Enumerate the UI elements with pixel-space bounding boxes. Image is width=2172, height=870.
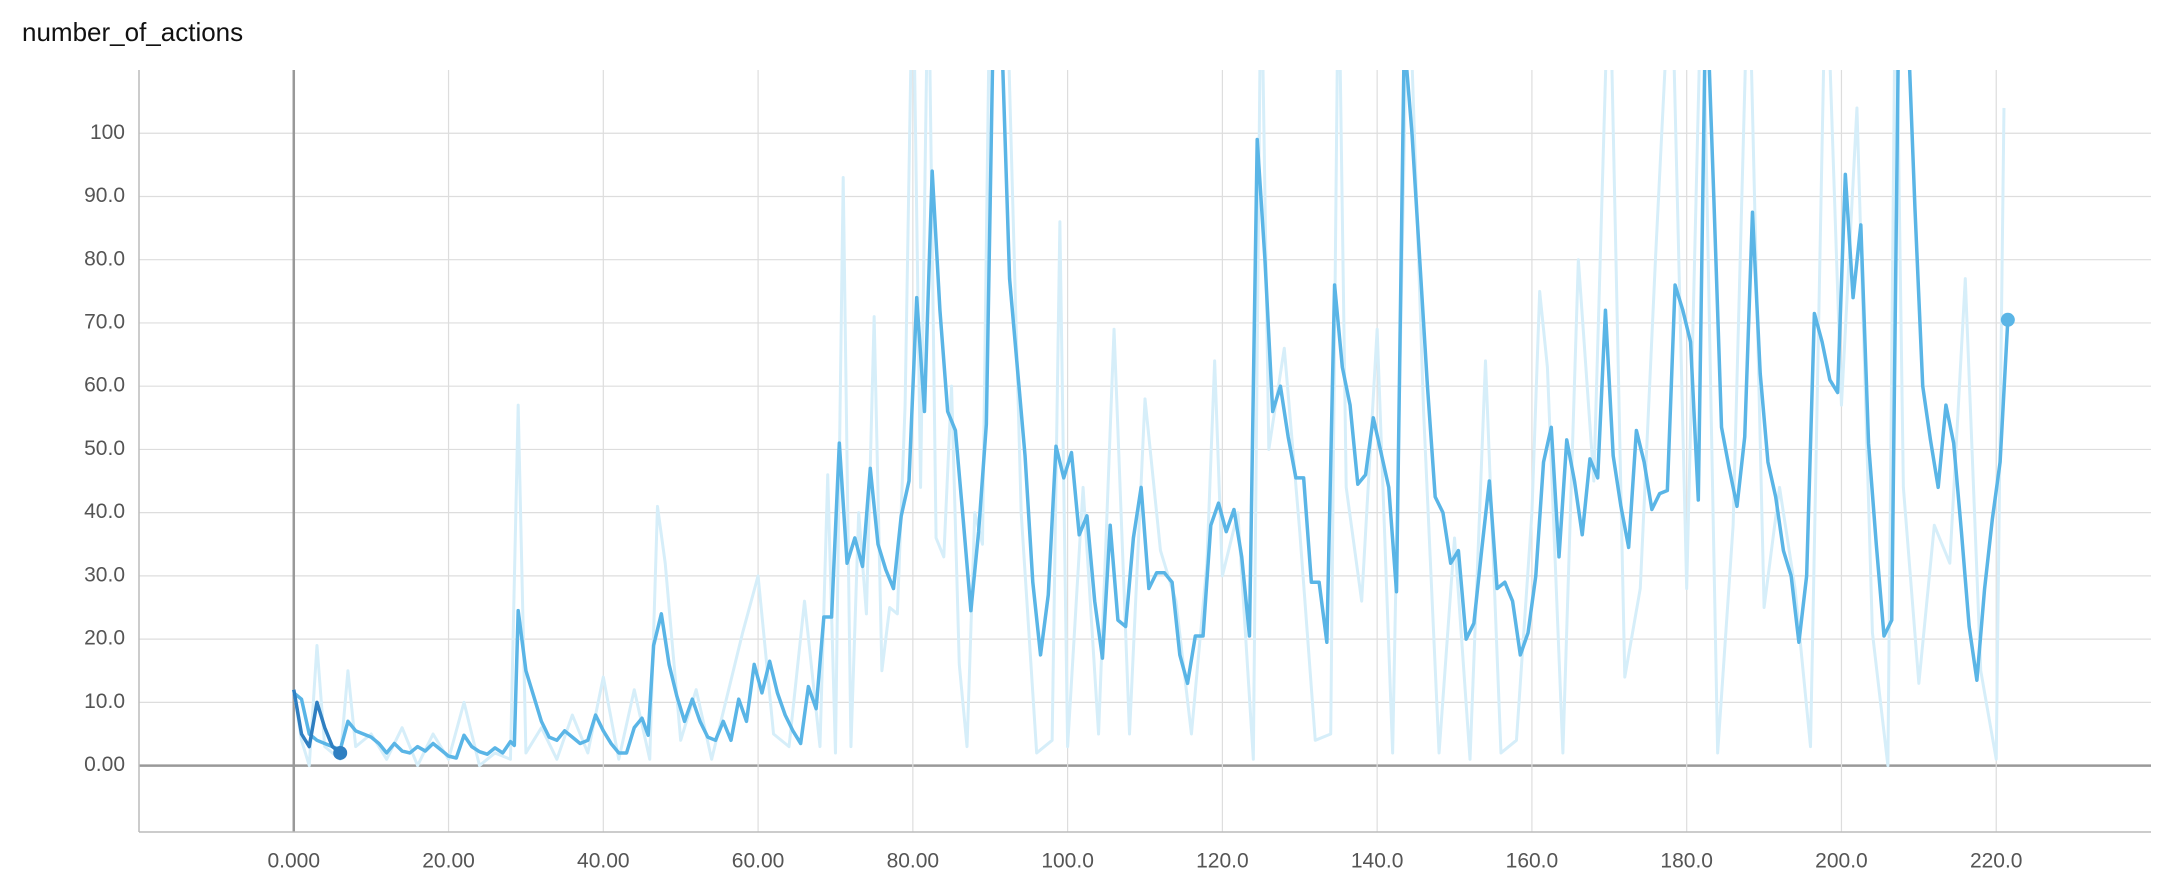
x-tick-label: 200.0 bbox=[1815, 850, 1868, 870]
grid bbox=[139, 70, 2151, 832]
series-line bbox=[292, 70, 2006, 768]
x-tick-label: 80.00 bbox=[887, 850, 940, 870]
series-line bbox=[292, 70, 2010, 760]
y-tick-label: 0.00 bbox=[84, 753, 125, 776]
series-line bbox=[292, 689, 342, 755]
x-tick-label: 0.000 bbox=[267, 850, 320, 870]
y-tick-label: 70.0 bbox=[84, 310, 125, 333]
y-tick-label: 80.0 bbox=[84, 247, 125, 270]
x-tick-label: 120.0 bbox=[1196, 850, 1249, 870]
plot-area bbox=[292, 70, 2015, 768]
y-tick-label: 30.0 bbox=[84, 563, 125, 586]
x-tick-label: 220.0 bbox=[1970, 850, 2023, 870]
y-tick-label: 50.0 bbox=[84, 437, 125, 460]
end-marker bbox=[333, 745, 348, 760]
y-tick-label: 100 bbox=[90, 121, 125, 144]
y-tick-label: 10.0 bbox=[84, 690, 125, 713]
y-tick-label: 90.0 bbox=[84, 184, 125, 207]
x-tick-label: 180.0 bbox=[1660, 850, 1713, 870]
x-tick-label: 40.00 bbox=[577, 850, 630, 870]
x-tick-label: 20.00 bbox=[422, 850, 475, 870]
x-tick-label: 160.0 bbox=[1506, 850, 1559, 870]
y-tick-label: 40.0 bbox=[84, 500, 125, 523]
y-tick-label: 20.0 bbox=[84, 627, 125, 650]
chart-title: number_of_actions bbox=[22, 17, 243, 47]
y-tick-label: 60.0 bbox=[84, 374, 125, 397]
tick-labels: 0.00 10.0 20.0 30.0 40.0 50.0 60.0 70.0 80.0 90.0… bbox=[84, 121, 2022, 870]
x-tick-label: 100.0 bbox=[1041, 850, 1094, 870]
x-tick-label: 140.0 bbox=[1351, 850, 1404, 870]
x-tick-label: 60.00 bbox=[732, 850, 785, 870]
end-marker bbox=[2000, 312, 2015, 327]
